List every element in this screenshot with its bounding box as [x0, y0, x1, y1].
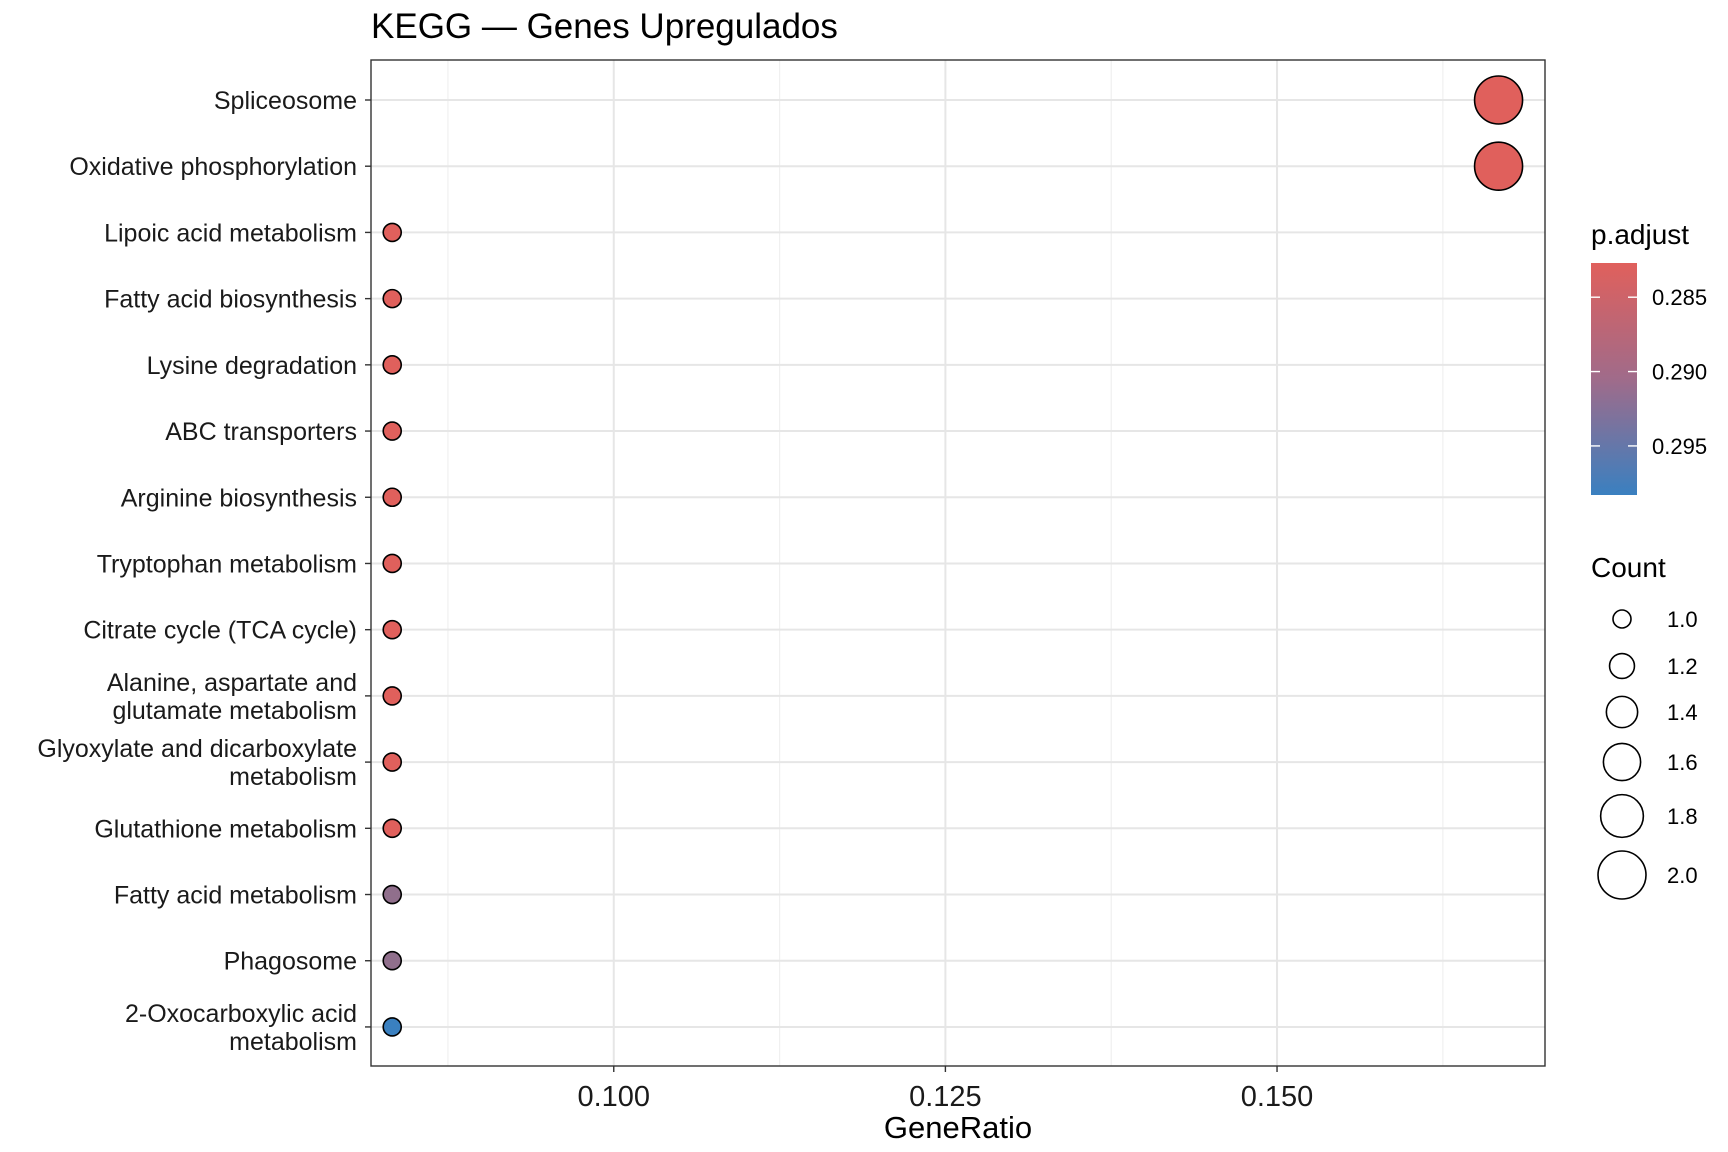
size-legend-key	[1602, 742, 1642, 782]
size-legend-keys: 1.0 1.2 1.4 1.6 1.8 2.0	[1597, 607, 1698, 900]
y-tick-label: Arginine biosynthesis	[121, 484, 357, 512]
size-legend-label: 1.4	[1667, 700, 1698, 725]
color-legend-label: 0.285	[1652, 285, 1707, 310]
data-point	[382, 950, 403, 971]
x-axis-title: GeneRatio	[884, 1110, 1032, 1145]
size-legend-key	[1597, 850, 1647, 900]
size-legend-title: Count	[1591, 552, 1666, 583]
size-legend-label: 1.0	[1667, 607, 1698, 632]
data-point	[382, 222, 403, 243]
y-tick-label: Glutathione metabolism	[94, 815, 357, 843]
y-tick-label: Phagosome	[224, 948, 357, 976]
y-tick-label: Citrate cycle (TCA cycle)	[83, 617, 357, 645]
y-tick-label: Lipoic acid metabolism	[104, 219, 357, 247]
color-legend-bar	[1591, 263, 1637, 495]
data-point	[382, 818, 403, 839]
x-axis: 0.100 0.125 0.150	[577, 1066, 1313, 1113]
y-tick-label: Alanine, aspartate and glutamate metaboli…	[107, 669, 357, 725]
y-tick-label: Fatty acid biosynthesis	[104, 286, 357, 314]
size-legend-label: 2.0	[1667, 863, 1698, 888]
grid-lines	[371, 60, 1545, 1066]
y-tick-label: Fatty acid metabolism	[114, 882, 357, 910]
data-point	[382, 686, 403, 706]
color-legend-label: 0.290	[1652, 360, 1707, 385]
x-tick-label: 0.125	[909, 1081, 982, 1113]
y-tick-label: Oxidative phosphorylation	[69, 153, 357, 181]
data-point	[382, 884, 403, 905]
size-legend-key	[1605, 695, 1639, 729]
data-point	[1473, 75, 1524, 125]
y-tick-label: Lysine degradation	[147, 352, 357, 380]
data-point	[382, 553, 403, 574]
data-point	[382, 1017, 403, 1037]
legend: p.adjust 0.285 0.290 0.295 Count 1.0 1.2 1.4…	[1591, 219, 1707, 900]
y-tick-label: Spliceosome	[214, 87, 357, 115]
y-tick-label: ABC transporters	[165, 418, 357, 446]
size-legend-key	[1608, 652, 1636, 680]
size-legend-label: 1.8	[1667, 804, 1698, 829]
data-point	[382, 487, 403, 508]
data-point	[382, 421, 403, 441]
data-point	[382, 752, 403, 772]
x-tick-label: 0.150	[1241, 1081, 1314, 1113]
data-point	[1473, 141, 1524, 192]
y-axis: Spliceosome Oxidative phosphorylation Lipo…	[37, 87, 371, 1056]
size-legend-label: 1.6	[1667, 750, 1698, 775]
chart-title: KEGG — Genes Upregulados	[371, 7, 838, 46]
y-tick-label: 2-Oxocarboxylic acid metabolism	[125, 1000, 357, 1056]
y-tick-label: Glyoxylate and dicarboxylate metabolism	[37, 735, 357, 791]
size-legend-label: 1.2	[1667, 654, 1698, 679]
color-legend-ticks: 0.285 0.290 0.295	[1591, 285, 1707, 459]
data-point	[382, 288, 403, 309]
color-legend-title: p.adjust	[1591, 219, 1689, 250]
size-legend-key	[1599, 793, 1645, 839]
x-tick-label: 0.100	[577, 1081, 650, 1113]
y-tick-label: Tryptophan metabolism	[97, 550, 357, 578]
size-legend-key	[1612, 609, 1632, 629]
data-point	[382, 355, 403, 375]
data-points	[382, 75, 1524, 1037]
color-legend-label: 0.295	[1652, 434, 1707, 459]
data-point	[382, 619, 403, 640]
plot-border	[370, 59, 1546, 1067]
